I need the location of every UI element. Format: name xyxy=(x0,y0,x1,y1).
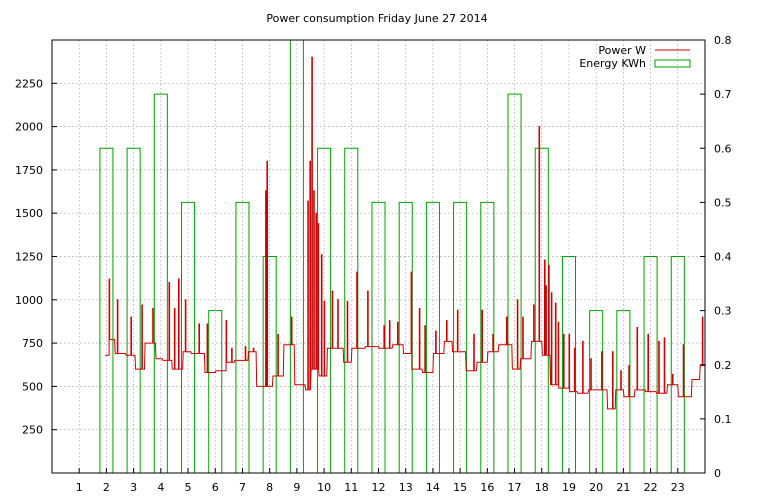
x-tick-label: 22 xyxy=(644,481,658,494)
power-line xyxy=(105,56,706,410)
y2-tick-label: 0.2 xyxy=(714,359,732,372)
legend-label: Energy KWh xyxy=(579,57,646,70)
x-tick-label: 2 xyxy=(103,481,110,494)
x-tick-label: 21 xyxy=(616,481,630,494)
y-tick-label: 1500 xyxy=(15,207,43,220)
y-tick-label: 750 xyxy=(22,337,43,350)
y2-tick-label: 0.1 xyxy=(714,413,732,426)
x-tick-label: 4 xyxy=(157,481,164,494)
y2-tick-label: 0.3 xyxy=(714,305,732,318)
y2-tick-label: 0.4 xyxy=(714,251,732,264)
legend-label: Power W xyxy=(598,44,646,57)
chart-title: Power consumption Friday June 27 2014 xyxy=(266,12,487,25)
x-tick-label: 17 xyxy=(508,481,522,494)
x-tick-label: 7 xyxy=(239,481,246,494)
x-tick-label: 20 xyxy=(589,481,603,494)
x-tick-label: 8 xyxy=(266,481,273,494)
grid-layer xyxy=(52,40,705,473)
y-tick-label: 1000 xyxy=(15,294,43,307)
x-tick-label: 3 xyxy=(130,481,137,494)
x-tick-label: 12 xyxy=(372,481,386,494)
y-tick-label: 1250 xyxy=(15,251,43,264)
x-tick-label: 19 xyxy=(562,481,576,494)
x-tick-label: 10 xyxy=(317,481,331,494)
y-tick-label: 2250 xyxy=(15,77,43,90)
y2-tick-label: 0.8 xyxy=(714,34,732,47)
x-tick-label: 16 xyxy=(480,481,494,494)
y2-tick-label: 0.5 xyxy=(714,196,732,209)
y2-tick-label: 0.7 xyxy=(714,88,732,101)
x-tick-label: 1 xyxy=(76,481,83,494)
x-tick-label: 15 xyxy=(453,481,467,494)
x-tick-label: 9 xyxy=(293,481,300,494)
y-tick-label: 500 xyxy=(22,380,43,393)
y2-tick-label: 0.6 xyxy=(714,142,732,155)
x-tick-label: 23 xyxy=(671,481,685,494)
y2-tick-label: 0 xyxy=(714,467,721,480)
tick-layer: 1 2 3 4 5 6 7 8 9 10 11 12 13 14 15 16 17 18 19 20 21 22 23250… xyxy=(15,34,732,494)
y-tick-label: 250 xyxy=(22,424,43,437)
legend-swatch-box xyxy=(654,59,691,68)
x-tick-label: 6 xyxy=(212,481,219,494)
power-line-layer xyxy=(105,56,706,410)
x-tick-label: 5 xyxy=(185,481,192,494)
y-tick-label: 2000 xyxy=(15,121,43,134)
y-tick-label: 1750 xyxy=(15,164,43,177)
x-tick-label: 13 xyxy=(399,481,413,494)
x-tick-label: 18 xyxy=(535,481,549,494)
x-tick-label: 14 xyxy=(426,481,440,494)
x-tick-label: 11 xyxy=(344,481,358,494)
